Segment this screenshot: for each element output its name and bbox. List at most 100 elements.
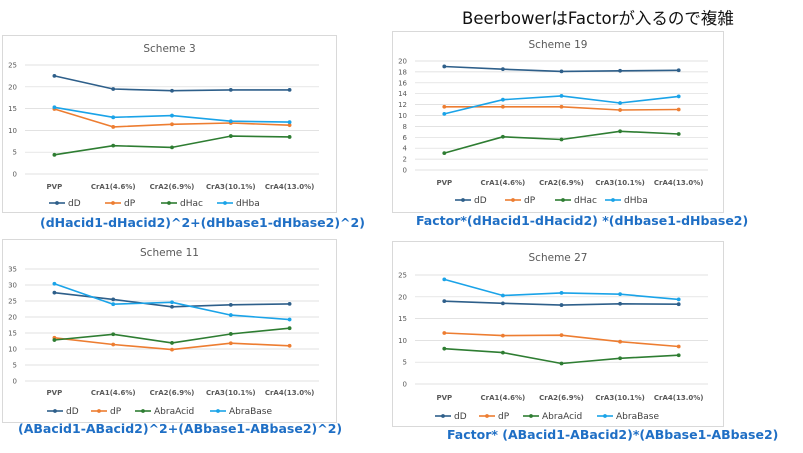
y-tick-label: 18 (398, 68, 407, 76)
x-tick-label: CrA2(6.9%) (150, 389, 195, 397)
data-point-dd (676, 302, 681, 307)
data-point-dd (618, 301, 622, 306)
y-tick-label: 20 (398, 58, 407, 66)
data-point-dhac (559, 137, 564, 142)
data-point-abrabase (170, 300, 174, 305)
chart-svg: Scheme 19 0 2 4 6 8 10 12 14 16 18 20 PVP CrA1(4.6%) C… (398, 39, 708, 206)
data-point-dd (52, 290, 57, 295)
legend-label: dD (454, 412, 467, 422)
y-tick-label: 15 (398, 315, 407, 323)
series-line-dd (54, 75, 290, 92)
x-tick-label: CrA3(10.1%) (206, 389, 256, 397)
chart-panel-scheme-19: Scheme 19 0 2 4 6 8 10 12 14 16 18 20 PVP CrA1(4.6%) C… (392, 31, 724, 213)
legend-swatch-marker (461, 198, 465, 202)
y-tick-label: 0 (403, 167, 407, 175)
y-tick-label: 5 (13, 362, 17, 370)
chart-title: Scheme 27 (529, 252, 588, 264)
data-point-dp (228, 341, 233, 346)
data-point-abraacid (676, 353, 681, 358)
data-point-dd (618, 68, 622, 73)
formula-scheme-19: Factor*(dHacid1-dHacid2) *(dHbase1-dHbas… (416, 213, 749, 228)
data-point-dp (442, 331, 447, 335)
y-tick-label: 0 (13, 378, 17, 386)
data-point-dhac (228, 134, 233, 138)
data-point-dd (559, 303, 564, 307)
x-tick-label: CrA1(4.6%) (91, 389, 136, 397)
x-tick-label: CrA4(13.0%) (654, 394, 704, 402)
data-point-dd (442, 64, 447, 69)
x-tick-label: CrA2(6.9%) (539, 179, 584, 187)
data-point-dhac (287, 135, 292, 139)
data-point-abrabase (228, 313, 233, 317)
data-point-dd (111, 297, 116, 302)
data-point-dhba (170, 113, 174, 118)
y-tick-label: 10 (8, 346, 17, 354)
legend-swatch-marker (441, 414, 445, 418)
data-point-dp (559, 104, 564, 109)
y-tick-label: 16 (398, 79, 407, 87)
chart-panel-scheme-3: Scheme 3 0 5 10 15 20 25 PVP CrA1(4.6%) CrA2(6.9%… (2, 35, 337, 213)
data-point-abrabase (52, 281, 57, 286)
legend-swatch-marker (511, 198, 515, 202)
legend-swatch-marker (611, 198, 615, 202)
y-tick-label: 35 (8, 266, 17, 274)
legend-label: AbraAcid (154, 407, 194, 417)
y-tick-label: 10 (8, 127, 17, 135)
data-point-dhac (618, 129, 622, 134)
data-point-dhba (228, 119, 233, 124)
legend-label: AbraBase (229, 407, 272, 417)
y-tick-label: 20 (8, 83, 17, 91)
series-line-abrabase (444, 278, 679, 301)
legend-label: dHba (624, 196, 648, 206)
y-tick-label: 12 (398, 101, 407, 109)
legend-swatch-marker (55, 201, 59, 205)
y-tick-label: 25 (398, 272, 407, 280)
y-tick-label: 10 (398, 112, 407, 120)
data-point-dp (442, 104, 447, 109)
data-point-dhba (442, 111, 447, 116)
data-point-dd (52, 74, 57, 78)
y-tick-label: 15 (8, 105, 17, 113)
data-point-abrabase (287, 317, 292, 322)
data-point-abraacid (501, 350, 505, 355)
y-tick-label: 20 (8, 314, 17, 322)
x-tick-label: CrA2(6.9%) (150, 183, 195, 191)
data-point-dp (501, 333, 505, 338)
data-point-abraacid (287, 326, 292, 331)
data-point-dhac (170, 145, 174, 150)
data-point-dhba (287, 120, 292, 125)
legend-swatch-marker (603, 414, 607, 418)
legend-label: dHac (180, 199, 203, 209)
data-point-dd (676, 68, 681, 73)
formula-scheme-11: (ABacid1-ABacid2)^2+(ABbase1-ABbase2)^2) (18, 421, 343, 436)
x-tick-label: CrA3(10.1%) (595, 394, 645, 402)
y-tick-label: 25 (8, 298, 17, 306)
y-tick-label: 0 (13, 171, 17, 179)
data-point-dd (287, 301, 292, 306)
data-point-dhba (676, 94, 681, 99)
x-tick-label: CrA1(4.6%) (481, 394, 526, 402)
data-point-dhba (618, 101, 622, 105)
data-point-dhba (501, 97, 505, 102)
data-point-dp (618, 108, 622, 112)
legend-swatch-marker (216, 409, 220, 413)
x-tick-label: CrA4(13.0%) (265, 183, 315, 191)
data-point-abraacid (228, 332, 233, 336)
data-point-dhba (559, 93, 564, 98)
data-point-dhac (442, 151, 447, 156)
formula-scheme-27: Factor* (ABacid1-ABacid2)*(ABbase1-ABbas… (447, 427, 779, 442)
formula-scheme-3: (dHacid1-dHacid2)^2+(dHbase1-dHbase2)^2) (40, 215, 365, 230)
data-point-dhac (52, 152, 57, 157)
data-point-dp (676, 107, 681, 112)
legend-label: AbraAcid (542, 412, 582, 422)
series-line-abraacid (444, 347, 679, 365)
data-point-abrabase (618, 292, 622, 297)
data-point-abrabase (111, 302, 116, 307)
legend-swatch-marker (111, 201, 115, 205)
data-point-abraacid (559, 361, 564, 366)
chart-title: Scheme 19 (529, 39, 588, 51)
legend-swatch-marker (561, 198, 565, 202)
y-tick-label: 6 (403, 134, 408, 142)
x-tick-label: PVP (436, 179, 452, 187)
data-point-dp (111, 342, 116, 347)
